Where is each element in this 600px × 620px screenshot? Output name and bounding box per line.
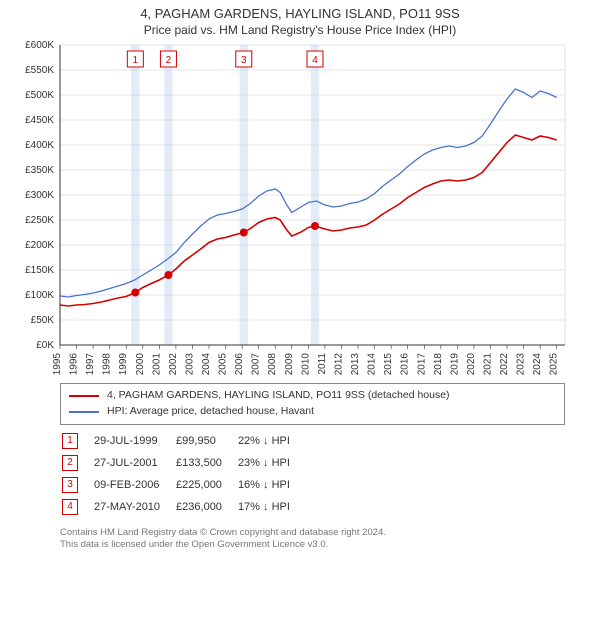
svg-text:2020: 2020 <box>466 353 477 376</box>
svg-text:£50K: £50K <box>31 315 55 326</box>
svg-text:2013: 2013 <box>350 353 361 376</box>
sale-num-cell: 3 <box>62 475 92 495</box>
price-chart: £0K £50K £100K £150K £200K £250K £300K £350K £40… <box>0 37 600 377</box>
sale-delta: 16% ↓ HPI <box>238 475 304 495</box>
svg-text:2011: 2011 <box>317 353 328 375</box>
svg-text:2007: 2007 <box>251 353 262 376</box>
svg-text:2017: 2017 <box>416 353 427 376</box>
sales-table: 1 29-JUL-1999£99,95022% ↓ HPI 2 27-JUL-2001… <box>60 429 306 519</box>
title-line-2: Price paid vs. HM Land Registry's House … <box>0 23 600 37</box>
svg-text:1999: 1999 <box>118 353 129 376</box>
svg-text:2025: 2025 <box>549 353 560 376</box>
sale-date: 27-JUL-2001 <box>94 453 174 473</box>
svg-text:£400K: £400K <box>25 140 54 151</box>
svg-text:2016: 2016 <box>400 353 411 376</box>
sale-price: £236,000 <box>176 497 236 517</box>
sale-num-icon: 3 <box>62 477 78 493</box>
legend-label-1: 4, PAGHAM GARDENS, HAYLING ISLAND, PO11 … <box>107 388 450 404</box>
svg-text:1997: 1997 <box>85 353 96 376</box>
svg-text:2015: 2015 <box>383 353 394 376</box>
svg-text:£0K: £0K <box>36 340 54 351</box>
sale-row: 1 29-JUL-1999£99,95022% ↓ HPI <box>62 431 304 451</box>
svg-text:1996: 1996 <box>69 353 80 376</box>
sale-date: 27-MAY-2010 <box>94 497 174 517</box>
title-line-1: 4, PAGHAM GARDENS, HAYLING ISLAND, PO11 … <box>0 6 600 21</box>
svg-text:£450K: £450K <box>25 115 54 126</box>
sale-date: 09-FEB-2006 <box>94 475 174 495</box>
svg-text:2023: 2023 <box>516 353 527 376</box>
svg-text:£350K: £350K <box>25 165 54 176</box>
svg-text:1: 1 <box>133 55 139 66</box>
svg-text:2022: 2022 <box>499 353 510 376</box>
svg-text:2003: 2003 <box>184 353 195 376</box>
footnote: Contains HM Land Registry data © Crown c… <box>60 527 565 553</box>
svg-text:2012: 2012 <box>333 353 344 376</box>
svg-text:2010: 2010 <box>300 353 311 376</box>
svg-text:£600K: £600K <box>25 40 54 51</box>
sale-date: 29-JUL-1999 <box>94 431 174 451</box>
legend-row-2: HPI: Average price, detached house, Hava… <box>69 404 556 420</box>
svg-text:2001: 2001 <box>151 353 162 376</box>
legend-swatch-2 <box>69 411 99 413</box>
sale-row: 2 27-JUL-2001£133,50023% ↓ HPI <box>62 453 304 473</box>
svg-text:2002: 2002 <box>168 353 179 376</box>
footnote-line-2: This data is licensed under the Open Gov… <box>60 539 565 552</box>
svg-text:2014: 2014 <box>367 353 378 376</box>
sale-num-icon: 2 <box>62 455 78 471</box>
sale-delta: 23% ↓ HPI <box>238 453 304 473</box>
svg-text:£200K: £200K <box>25 240 54 251</box>
svg-text:2000: 2000 <box>135 353 146 376</box>
svg-text:2024: 2024 <box>532 353 543 376</box>
svg-text:1995: 1995 <box>52 353 63 376</box>
sale-row: 4 27-MAY-2010£236,00017% ↓ HPI <box>62 497 304 517</box>
svg-text:2: 2 <box>166 55 172 66</box>
svg-text:2018: 2018 <box>433 353 444 376</box>
svg-text:2008: 2008 <box>267 353 278 376</box>
sale-num-icon: 4 <box>62 499 78 515</box>
svg-text:£250K: £250K <box>25 215 54 226</box>
sale-num-icon: 1 <box>62 433 78 449</box>
footnote-line-1: Contains HM Land Registry data © Crown c… <box>60 527 565 540</box>
svg-text:2004: 2004 <box>201 353 212 376</box>
legend-row-1: 4, PAGHAM GARDENS, HAYLING ISLAND, PO11 … <box>69 388 556 404</box>
svg-text:2005: 2005 <box>218 353 229 376</box>
legend: 4, PAGHAM GARDENS, HAYLING ISLAND, PO11 … <box>60 383 565 425</box>
svg-text:3: 3 <box>241 55 247 66</box>
svg-text:£550K: £550K <box>25 65 54 76</box>
svg-text:£300K: £300K <box>25 190 54 201</box>
svg-text:4: 4 <box>312 55 318 66</box>
svg-text:2009: 2009 <box>284 353 295 376</box>
svg-text:£500K: £500K <box>25 90 54 101</box>
sale-price: £99,950 <box>176 431 236 451</box>
svg-text:2006: 2006 <box>234 353 245 376</box>
sale-row: 3 09-FEB-2006£225,00016% ↓ HPI <box>62 475 304 495</box>
svg-text:£150K: £150K <box>25 265 54 276</box>
legend-swatch-1 <box>69 395 99 397</box>
svg-text:1998: 1998 <box>102 353 113 376</box>
svg-text:2021: 2021 <box>482 353 493 376</box>
legend-label-2: HPI: Average price, detached house, Hava… <box>107 404 314 420</box>
sale-num-cell: 2 <box>62 453 92 473</box>
sale-price: £133,500 <box>176 453 236 473</box>
svg-text:2019: 2019 <box>449 353 460 376</box>
sale-num-cell: 1 <box>62 431 92 451</box>
sale-price: £225,000 <box>176 475 236 495</box>
sale-delta: 22% ↓ HPI <box>238 431 304 451</box>
sale-delta: 17% ↓ HPI <box>238 497 304 517</box>
svg-text:£100K: £100K <box>25 290 54 301</box>
sale-num-cell: 4 <box>62 497 92 517</box>
